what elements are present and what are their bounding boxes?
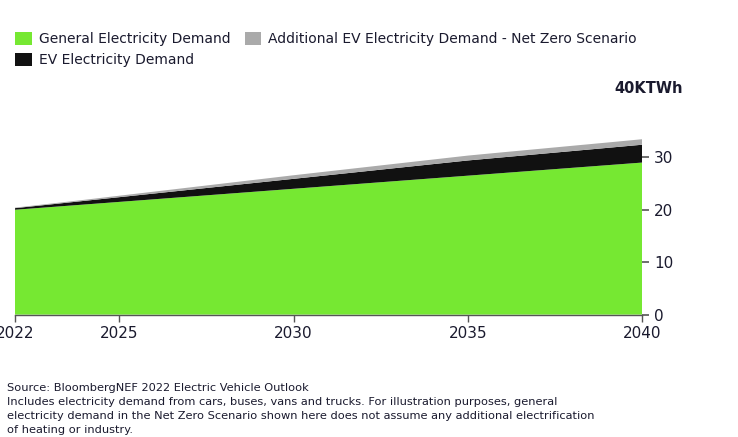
Text: 40KTWh: 40KTWh <box>614 81 683 97</box>
Legend: General Electricity Demand, EV Electricity Demand, Additional EV Electricity Dem: General Electricity Demand, EV Electrici… <box>15 32 637 67</box>
Text: Source: BloombergNEF 2022 Electric Vehicle Outlook
Includes electricity demand f: Source: BloombergNEF 2022 Electric Vehic… <box>7 383 595 435</box>
